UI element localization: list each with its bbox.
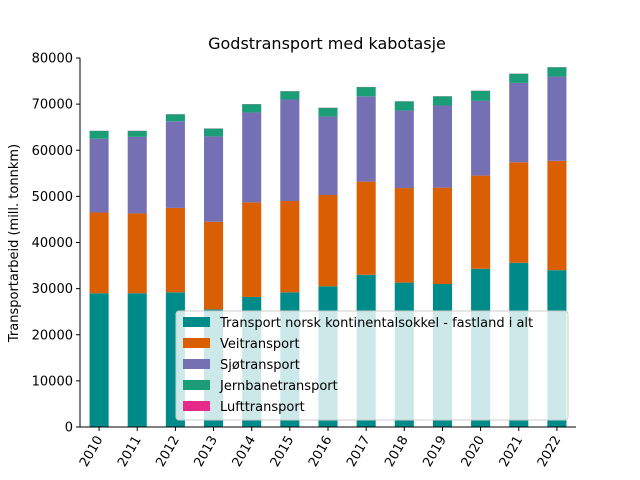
legend-label-2: Sjøtransport (220, 358, 300, 373)
bar-2012-series-2 (165, 121, 185, 208)
legend-label-3: Jernbanetransport (219, 379, 338, 394)
y-tick-label: 50000 (32, 190, 73, 205)
bar-2017-series-2 (356, 96, 376, 182)
bar-2022-series-2 (547, 76, 567, 161)
y-tick-label: 10000 (32, 374, 73, 389)
bar-2013-series-3 (204, 128, 224, 137)
bar-2014-series-1 (242, 202, 262, 297)
y-tick-label: 0 (65, 421, 73, 436)
legend-swatch-0 (183, 317, 210, 327)
bar-2011-series-0 (127, 293, 147, 427)
bar-2010-series-2 (89, 138, 109, 213)
y-tick-label: 30000 (32, 282, 73, 297)
x-tick-label: 2022 (535, 434, 565, 470)
y-tick-label: 70000 (32, 98, 73, 113)
bar-2016-series-1 (318, 194, 338, 287)
bar-2020-series-3 (471, 90, 491, 101)
bar-2021-series-1 (509, 162, 529, 263)
bar-2019-series-2 (432, 105, 452, 188)
bar-2016-series-2 (318, 116, 338, 195)
legend-swatch-3 (183, 380, 210, 390)
x-tick-label: 2020 (459, 433, 489, 469)
bar-2011-series-1 (127, 213, 147, 294)
x-tick-label: 2019 (420, 434, 450, 470)
bar-2018-series-3 (394, 101, 414, 111)
y-tick-label: 80000 (32, 52, 73, 67)
bar-2019-series-1 (432, 187, 452, 285)
bar-2021-series-2 (509, 82, 529, 163)
bar-2011-series-3 (127, 130, 147, 137)
bar-2011-series-2 (127, 136, 147, 214)
bar-2012-series-3 (165, 114, 185, 122)
bar-2018-series-2 (394, 110, 414, 189)
legend-label-4: Lufttransport (220, 400, 305, 415)
bar-2015-series-3 (280, 91, 300, 100)
legend-label-1: Veitransport (220, 337, 300, 352)
y-tick-label: 20000 (32, 328, 73, 343)
x-tick-label: 2013 (191, 434, 221, 470)
legend-label-0: Transport norsk kontinentalsokkel - fast… (219, 316, 533, 331)
bar-2020-series-1 (471, 175, 491, 269)
bar-2014-series-2 (242, 112, 262, 203)
bar-2010-series-3 (89, 130, 109, 139)
legend-box (175, 310, 569, 421)
bar-2013-series-2 (204, 136, 224, 222)
bar-2017-series-1 (356, 181, 376, 275)
bar-2015-series-1 (280, 200, 300, 293)
bar-2022-series-3 (547, 67, 567, 77)
x-tick-label: 2018 (382, 434, 412, 470)
bar-2012-series-1 (165, 207, 185, 293)
x-tick-label: 2017 (344, 434, 374, 470)
bar-2018-series-1 (394, 188, 414, 283)
chart-title: Godstransport med kabotasje (208, 34, 446, 53)
bar-2017-series-3 (356, 87, 376, 97)
bar-2015-series-2 (280, 99, 300, 201)
x-tick-label: 2011 (115, 434, 145, 470)
bar-2016-series-3 (318, 107, 338, 117)
y-axis-label: Transportarbeid (mill. tonnkm) (7, 144, 22, 343)
x-tick-label: 2015 (268, 434, 298, 470)
bar-2010-series-1 (89, 212, 109, 294)
x-tick-label: 2012 (153, 434, 183, 470)
legend-swatch-1 (183, 338, 210, 348)
bar-2014-series-3 (242, 104, 262, 113)
y-tick-label: 60000 (32, 144, 73, 159)
legend: Transport norsk kontinentalsokkel - fast… (183, 316, 533, 415)
legend-swatch-2 (183, 359, 210, 369)
x-tick-label: 2014 (230, 434, 260, 470)
bar-2022-series-1 (547, 160, 567, 271)
bar-2013-series-1 (204, 221, 224, 310)
bar-2021-series-3 (509, 73, 529, 83)
bar-2020-series-2 (471, 100, 491, 176)
x-tick-label: 2010 (77, 434, 107, 470)
legend-frame (175, 310, 569, 421)
bar-2019-series-3 (432, 96, 452, 106)
x-tick-label: 2016 (306, 434, 336, 470)
legend-swatch-4 (183, 401, 210, 411)
bar-2010-series-0 (89, 293, 109, 427)
x-tick-label: 2021 (497, 434, 527, 470)
y-tick-label: 40000 (32, 236, 73, 251)
